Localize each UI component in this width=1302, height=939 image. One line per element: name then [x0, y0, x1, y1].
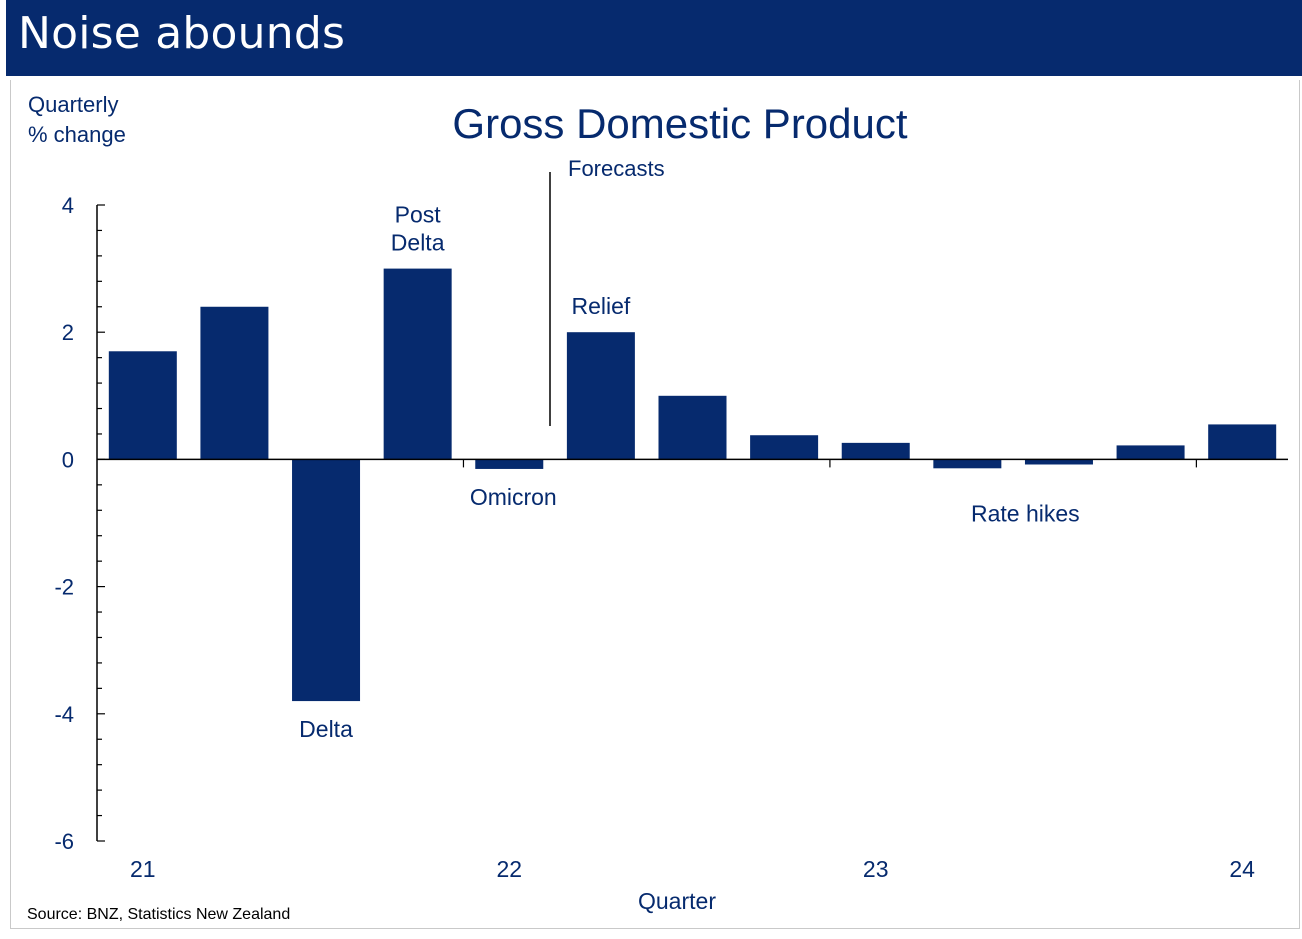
chart-title: Gross Domestic Product	[452, 100, 907, 147]
bar	[658, 395, 727, 460]
x-tick-label: 23	[863, 856, 889, 882]
title-banner: Noise abounds	[6, 0, 1302, 76]
bar	[841, 442, 910, 460]
y-tick-label: 2	[62, 320, 74, 345]
annotation-label: Relief	[571, 293, 630, 319]
annotation-label: Delta	[299, 716, 353, 742]
x-tick-label: 24	[1229, 856, 1255, 882]
annotation-label: Rate hikes	[971, 500, 1080, 526]
y-tick-label: -6	[54, 829, 74, 854]
chart-panel	[10, 80, 1300, 929]
y-axis-label-line1: Quarterly	[28, 92, 118, 117]
x-axis-label: Quarter	[638, 888, 716, 914]
annotation-label: Omicron	[470, 484, 557, 510]
x-tick-label: 22	[496, 856, 522, 882]
y-tick-label: -2	[54, 575, 74, 600]
bar	[750, 435, 819, 460]
y-axis-label-line2: % change	[28, 122, 126, 147]
annotation-label: Post	[395, 202, 442, 228]
bar	[383, 268, 452, 460]
y-tick-label: 4	[62, 193, 74, 218]
bar	[1116, 445, 1185, 460]
bar	[200, 306, 269, 460]
x-tick-label: 21	[130, 856, 156, 882]
banner-title: Noise abounds	[18, 8, 346, 59]
bar	[475, 459, 544, 469]
bar	[108, 351, 177, 460]
bar	[292, 459, 361, 702]
bar	[566, 332, 635, 460]
y-tick-label: -4	[54, 702, 74, 727]
source-note: Source: BNZ, Statistics New Zealand	[27, 906, 290, 923]
bar	[1208, 424, 1277, 460]
bar	[933, 459, 1002, 469]
annotation-label: Delta	[391, 230, 445, 256]
forecast-label: Forecasts	[568, 156, 665, 181]
bar	[1024, 459, 1093, 465]
y-tick-label: 0	[62, 447, 74, 472]
